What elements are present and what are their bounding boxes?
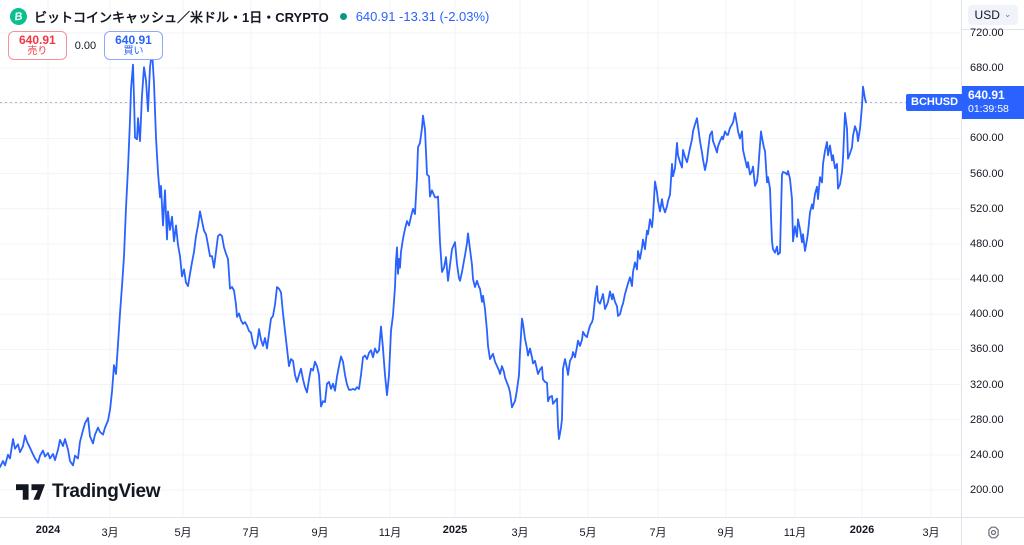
price-axis-label: 320.00 xyxy=(970,378,1004,391)
axis-settings-cell xyxy=(961,517,1024,545)
time-axis-label: 11月 xyxy=(783,527,807,539)
bitcoin-cash-icon: B xyxy=(9,6,28,26)
price-axis-label: 600.00 xyxy=(970,132,1004,145)
buy-price: 640.91 xyxy=(115,33,152,47)
time-axis-label: 7月 xyxy=(649,527,667,539)
last-price-badge: 640.91 01:39:58 xyxy=(962,86,1024,119)
last-quote-text: 640.91 -13.31 (-2.03%) xyxy=(355,8,490,24)
tradingview-logo[interactable]: TradingView xyxy=(16,481,161,503)
time-axis-label: 9月 xyxy=(717,527,735,539)
price-axis-label: 240.00 xyxy=(970,448,1004,461)
price-axis-label: 680.00 xyxy=(970,62,1004,75)
chevron-down-icon: ⌄ xyxy=(1003,9,1012,19)
price-axis-label: 200.00 xyxy=(970,484,1004,496)
price-axis-label: 560.00 xyxy=(970,167,1004,180)
market-status-icon xyxy=(339,12,347,20)
buy-label: 買い xyxy=(123,45,144,57)
time-axis-label: 2025 xyxy=(442,524,468,536)
last-price-value: 640.91 xyxy=(968,88,1005,102)
price-axis[interactable]: USD ⌄ 720.00 680.00 600.00 560.00 520.00 480.… xyxy=(961,0,1024,545)
gear-icon[interactable] xyxy=(986,525,1001,540)
symbol-price-flag: BCHUSD xyxy=(906,94,964,111)
tradingview-mark-icon xyxy=(16,484,45,500)
trade-buttons-row: 640.91 売り 0.00 640.91 買い xyxy=(8,31,163,61)
price-chart[interactable] xyxy=(0,0,961,517)
price-axis-label: 480.00 xyxy=(970,237,1004,250)
time-axis-label: 5月 xyxy=(174,527,192,539)
bar-close-countdown: 01:39:58 xyxy=(968,103,1009,115)
buy-button[interactable]: 640.91 買い xyxy=(104,31,163,61)
time-axis-label: 9月 xyxy=(311,527,329,539)
symbol-title[interactable]: ビットコインキャッシュ／米ドル・1日・CRYPTO xyxy=(34,9,329,25)
time-axis-label: 5月 xyxy=(579,527,597,539)
price-axis-label: 280.00 xyxy=(970,413,1004,426)
price-line-series xyxy=(0,49,867,469)
time-axis-label: 3月 xyxy=(511,527,529,539)
price-axis-label: 360.00 xyxy=(970,343,1004,356)
currency-selector[interactable]: USD ⌄ xyxy=(967,4,1019,25)
sell-price: 640.91 xyxy=(19,33,56,47)
spread-value: 0.00 xyxy=(74,39,97,52)
time-axis-label: 3月 xyxy=(101,527,119,539)
sell-label: 売り xyxy=(27,45,48,57)
time-axis-label: 2024 xyxy=(35,524,61,536)
price-axis-label: 400.00 xyxy=(970,308,1004,321)
price-axis-label: 720.00 xyxy=(970,27,1004,39)
time-axis[interactable]: 2024 3月 5月 7月 9月 11月 2025 3月 5月 7月 9月 11月 2026 3月 xyxy=(0,517,961,545)
currency-selector-cell: USD ⌄ xyxy=(962,0,1024,30)
time-axis-label: 7月 xyxy=(242,527,260,539)
symbol-legend[interactable]: B ビットコインキャッシュ／米ドル・1日・CRYPTO 640.91 -13.3… xyxy=(9,6,490,26)
time-axis-label: 2026 xyxy=(849,524,875,536)
time-axis-label: 3月 xyxy=(922,527,940,539)
tradingview-wordmark: TradingView xyxy=(52,481,161,502)
currency-label: USD xyxy=(974,7,1000,22)
price-axis-label: 440.00 xyxy=(970,273,1004,286)
price-axis-label: 520.00 xyxy=(970,202,1004,215)
time-axis-label: 11月 xyxy=(378,527,402,539)
sell-button[interactable]: 640.91 売り xyxy=(8,31,67,61)
